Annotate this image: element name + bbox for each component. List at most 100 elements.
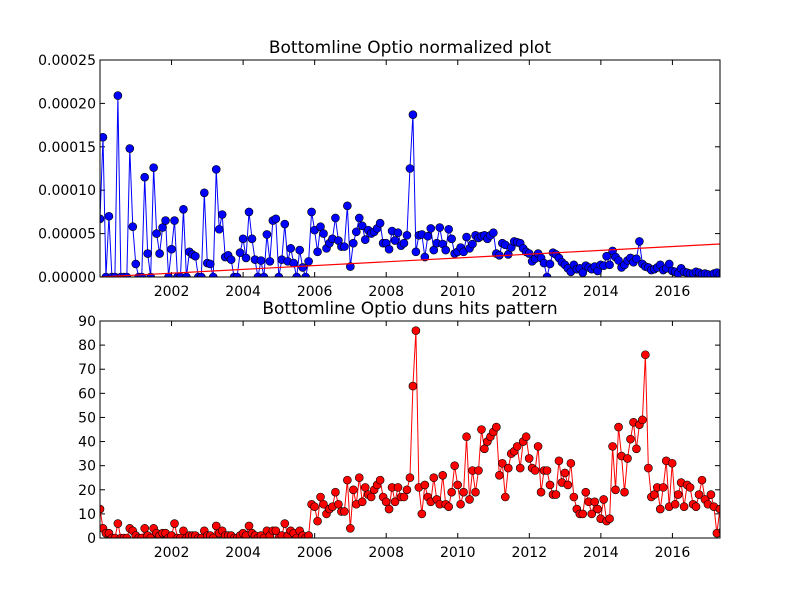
data-point xyxy=(143,249,152,258)
data-point xyxy=(512,442,522,451)
data-point xyxy=(197,272,206,277)
data-point xyxy=(316,492,325,502)
data-point xyxy=(533,442,543,451)
data-point xyxy=(545,480,555,490)
data-point xyxy=(503,463,513,473)
data-marks xyxy=(100,326,720,538)
data-point xyxy=(447,487,456,497)
data-point xyxy=(620,487,629,497)
data-point xyxy=(295,245,304,255)
data-point xyxy=(381,497,391,507)
data-marks xyxy=(100,91,720,277)
data-point xyxy=(566,458,576,468)
data-point xyxy=(100,504,105,514)
data-point xyxy=(590,497,600,507)
data-point xyxy=(563,480,573,490)
data-point xyxy=(515,463,525,473)
data-point xyxy=(331,213,340,223)
data-point xyxy=(402,485,412,495)
data-point xyxy=(462,432,471,442)
y-tick-label: 0.00020 xyxy=(38,96,96,112)
duns-hits-chart: Bottomline Optio duns hits pattern 0 10 20… xyxy=(78,299,721,561)
data-point xyxy=(667,458,677,468)
data-point xyxy=(271,526,281,536)
data-point xyxy=(226,255,236,264)
data-point xyxy=(390,497,400,507)
data-point xyxy=(605,514,614,524)
data-point xyxy=(626,434,635,444)
data-point xyxy=(578,509,588,519)
x-tick-label: 2006 xyxy=(297,284,333,300)
data-point xyxy=(655,504,665,514)
data-point xyxy=(623,454,632,463)
chart-title: Bottomline Optio normalized plot xyxy=(269,38,552,58)
data-point xyxy=(211,165,221,174)
data-point xyxy=(122,533,132,538)
data-point xyxy=(593,504,602,514)
y-tick-label: 0.00000 xyxy=(38,270,96,286)
x-tick-label: 2010 xyxy=(440,284,476,300)
data-point xyxy=(390,236,400,245)
data-point xyxy=(498,458,507,468)
data-point xyxy=(569,492,579,502)
data-point xyxy=(170,519,179,528)
y-tick-label: 0.00025 xyxy=(38,53,96,69)
x-axis-ticks: 2002 2004 2006 2008 2010 2012 2014 2016 xyxy=(154,321,690,561)
data-point xyxy=(100,132,108,142)
data-point xyxy=(706,490,716,499)
data-point xyxy=(200,188,209,198)
data-point xyxy=(599,495,608,504)
data-point xyxy=(125,144,135,153)
data-point xyxy=(346,524,355,533)
data-point xyxy=(697,475,707,485)
data-point xyxy=(405,164,415,173)
x-tick-label: 2010 xyxy=(440,545,476,561)
data-point xyxy=(459,487,468,497)
x-tick-label: 2016 xyxy=(655,284,691,300)
y-tick-label: 0.00015 xyxy=(38,140,96,156)
y-tick-label: 40 xyxy=(78,435,96,451)
data-point xyxy=(375,475,385,485)
data-point xyxy=(468,239,477,249)
data-point xyxy=(340,242,349,251)
data-point xyxy=(354,473,364,483)
data-point xyxy=(131,259,141,269)
data-point xyxy=(265,257,275,266)
data-point xyxy=(581,487,591,497)
data-point xyxy=(208,533,218,538)
data-point xyxy=(420,480,430,490)
x-tick-label: 2012 xyxy=(511,284,547,300)
data-point xyxy=(307,207,316,217)
data-point xyxy=(670,499,680,509)
data-point xyxy=(492,422,501,432)
data-point xyxy=(405,473,415,483)
data-point xyxy=(393,483,403,492)
x-tick-label: 2002 xyxy=(154,545,190,561)
data-point xyxy=(292,272,301,277)
data-point xyxy=(238,234,248,244)
data-point xyxy=(271,214,281,224)
data-point xyxy=(351,227,361,237)
data-point xyxy=(408,381,418,391)
data-point xyxy=(366,492,376,502)
data-point xyxy=(402,231,412,240)
y-tick-label: 60 xyxy=(78,386,96,402)
data-point xyxy=(587,509,597,519)
data-point xyxy=(679,502,689,511)
data-point xyxy=(179,526,188,536)
data-point xyxy=(360,483,370,492)
data-point xyxy=(319,229,328,238)
data-point xyxy=(346,262,355,271)
data-point xyxy=(393,228,403,238)
data-point xyxy=(605,260,614,270)
data-point xyxy=(375,218,385,228)
data-point xyxy=(691,502,701,511)
y-tick-label: 30 xyxy=(78,459,96,475)
data-point xyxy=(155,249,164,258)
data-point xyxy=(208,272,218,277)
data-point xyxy=(435,223,445,232)
y-tick-label: 0.00005 xyxy=(38,227,96,243)
data-point xyxy=(632,444,641,454)
data-point xyxy=(349,238,358,248)
